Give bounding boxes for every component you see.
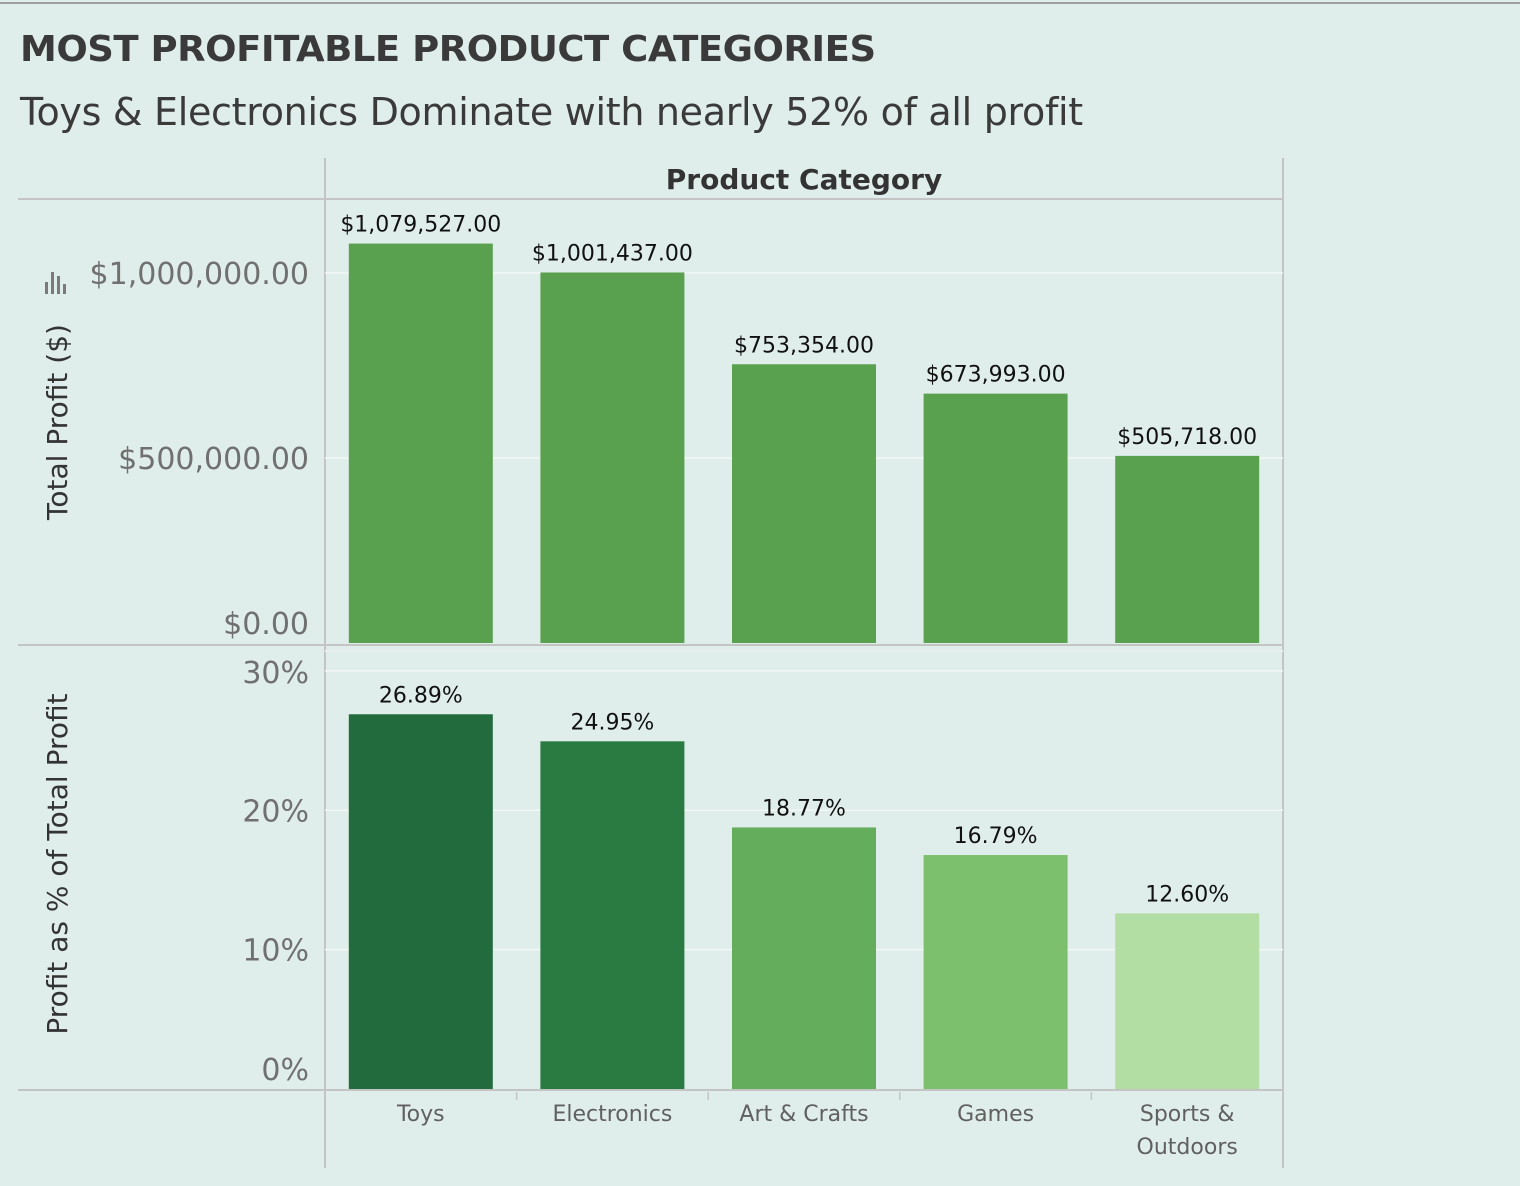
profit-bar <box>540 272 685 643</box>
category-label: Toys <box>396 1102 445 1127</box>
profit-bar <box>1115 455 1260 643</box>
category-label: Art & Crafts <box>739 1102 868 1127</box>
percent-ytick-label: 30% <box>242 656 309 691</box>
percent-bar <box>540 741 685 1089</box>
percent-bar <box>1115 913 1260 1089</box>
category-label: Electronics <box>552 1102 672 1127</box>
percent-data-label: 26.89% <box>379 683 463 708</box>
chart-title: Most Profitable Product Categories <box>20 28 876 70</box>
profit-ytick-label: $0.00 <box>223 607 309 642</box>
percent-bar <box>732 827 876 1089</box>
percent-data-label: 18.77% <box>762 796 846 821</box>
category-label: Games <box>957 1102 1034 1127</box>
percent-data-label: 12.60% <box>1145 882 1229 907</box>
sort-icon-bar <box>45 282 48 294</box>
profit-data-label: $505,718.00 <box>1117 425 1257 450</box>
profit-data-label: $1,001,437.00 <box>532 241 693 266</box>
percent-ytick-label: 0% <box>261 1053 309 1088</box>
category-label: Sports & <box>1140 1102 1235 1127</box>
percent-axis-title: Profit as % of Total Profit <box>41 693 74 1034</box>
column-header: Product Category <box>666 163 942 196</box>
profit-ytick-label: $1,000,000.00 <box>90 257 309 292</box>
sort-icon-bar <box>51 272 54 294</box>
sort-icon-bar <box>63 284 66 294</box>
profit-data-label: $753,354.00 <box>734 333 874 358</box>
category-label: Outdoors <box>1137 1135 1238 1160</box>
profit-bar <box>732 364 876 643</box>
chart-subtitle: Toys & Electronics Dominate with nearly … <box>20 90 1083 134</box>
profit-data-label: $673,993.00 <box>926 363 1066 388</box>
percent-ytick-label: 10% <box>242 934 309 969</box>
sort-icon-bar <box>57 276 60 294</box>
profit-axis-title: Total Profit ($) <box>41 324 74 521</box>
percent-ytick-label: 20% <box>242 794 309 829</box>
profit-bar <box>348 243 493 643</box>
profit-ytick-label: $500,000.00 <box>118 442 309 477</box>
profit-bar <box>923 393 1068 643</box>
percent-data-label: 16.79% <box>954 824 1038 849</box>
top-rule <box>0 2 1520 4</box>
percent-data-label: 24.95% <box>570 710 654 735</box>
percent-bar <box>923 855 1068 1089</box>
percent-bar <box>348 714 493 1089</box>
profit-data-label: $1,079,527.00 <box>340 213 501 238</box>
